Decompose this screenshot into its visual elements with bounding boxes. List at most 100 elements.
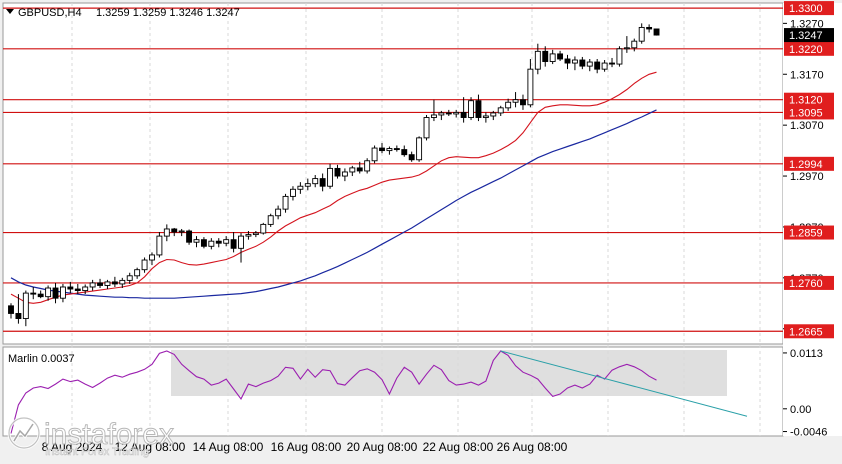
candle-down — [475, 100, 482, 118]
candle-down — [356, 167, 363, 172]
candle-up — [89, 282, 96, 288]
time-tick-label: 26 Aug 08:00 — [497, 440, 568, 454]
time-tick-label: 22 Aug 08:00 — [423, 440, 494, 454]
candle-up — [275, 208, 282, 217]
candle-up — [252, 232, 259, 236]
candle-up — [45, 287, 52, 298]
candle-up — [119, 279, 126, 285]
oscillator — [10, 350, 748, 434]
candle-up — [571, 59, 578, 64]
slow-ma-line — [10, 109, 657, 299]
candle-down — [401, 149, 408, 156]
candle-up — [282, 195, 289, 210]
candle-up — [341, 171, 348, 177]
level-label-bg — [784, 324, 834, 339]
candle-up — [549, 53, 556, 62]
candle-down — [319, 178, 326, 187]
time-tick-label: 16 Aug 08:00 — [271, 440, 342, 454]
candle-up — [260, 223, 267, 234]
candle-up — [438, 112, 445, 116]
oscillator-label: Marlin 0.0037 — [8, 353, 75, 365]
candle-up — [238, 235, 244, 249]
candle-down — [111, 281, 118, 285]
candle-down — [557, 53, 564, 60]
candle-up — [149, 254, 155, 261]
chart-menu-triangle-icon[interactable] — [6, 9, 14, 14]
candle-up — [193, 239, 200, 243]
candle-up — [423, 117, 430, 139]
price-tick-label: 1.3170 — [790, 69, 824, 81]
candle-down — [520, 99, 526, 106]
price-panel[interactable] — [2, 2, 784, 345]
candle-down — [393, 148, 400, 151]
watermark-brand: instaforex — [44, 418, 174, 451]
candle-down — [97, 282, 103, 286]
candle-down — [594, 61, 601, 70]
candle-up — [297, 185, 304, 190]
candle-up — [623, 47, 630, 50]
ohlc-values: 1.3259 1.3259 1.3246 1.3247 — [96, 7, 240, 19]
candle-up — [327, 167, 334, 187]
time-tick-label: 20 Aug 08:00 — [347, 440, 418, 454]
candle-up — [638, 26, 645, 42]
candle-down — [37, 293, 44, 298]
candle-up — [304, 183, 311, 187]
candle-up — [22, 292, 29, 320]
oscillator-trend-line — [500, 350, 748, 417]
candle-up — [601, 62, 608, 70]
candle-up — [482, 115, 489, 118]
candle-up — [349, 167, 356, 173]
level-label: 1.3095 — [789, 107, 823, 119]
candle-up — [416, 137, 423, 161]
candle-up — [468, 100, 474, 118]
candle-up — [490, 112, 497, 117]
level-label-bg — [784, 105, 834, 120]
candle-down — [186, 230, 193, 243]
candle-down — [52, 287, 59, 299]
symbol-label: GBPUSD,H4 — [18, 7, 82, 19]
candle-up — [430, 114, 437, 118]
candle-up — [126, 275, 133, 281]
candle-down — [334, 167, 341, 177]
candle-up — [59, 286, 66, 299]
candle-down — [8, 305, 14, 314]
candle-up — [245, 234, 252, 237]
candle-down — [200, 239, 207, 247]
level-label-bg — [784, 225, 834, 240]
osc-shade-region — [171, 350, 727, 396]
level-label: 1.3120 — [789, 95, 823, 107]
candle-down — [646, 26, 653, 30]
candle-up — [505, 101, 512, 109]
price-tick-label: 1.3070 — [790, 120, 824, 132]
candle-up — [631, 40, 638, 49]
candle-down — [542, 50, 549, 62]
candle-down — [215, 240, 222, 244]
candle-down — [74, 288, 81, 292]
candle-up — [364, 160, 371, 172]
candle-up — [453, 111, 460, 115]
candle-down — [379, 147, 385, 152]
candle-down — [609, 62, 615, 65]
fast-ma-line — [10, 71, 657, 304]
watermark-tagline: Instant Forex Trading — [45, 446, 149, 458]
current-price-label: 1.3247 — [789, 30, 823, 42]
candle-up — [512, 99, 519, 103]
candle-up — [616, 48, 623, 65]
level-label-bg — [784, 275, 834, 290]
candle-up — [208, 240, 215, 247]
price-tick-label: 1.2970 — [790, 171, 824, 183]
level-label-bg — [784, 1, 834, 16]
candle-up — [82, 286, 89, 292]
candle-up — [156, 235, 163, 256]
candle-down — [30, 292, 37, 295]
candle-up — [371, 147, 378, 162]
candle-up — [386, 148, 393, 152]
candle-down — [408, 154, 415, 161]
candle-up — [527, 68, 534, 106]
candle-down — [653, 28, 660, 36]
candles — [8, 23, 660, 327]
oscillator-axis-ticks: 0.0113 0.00 -0.0046 — [783, 348, 827, 439]
osc-tick-label: 0.00 — [790, 404, 811, 416]
